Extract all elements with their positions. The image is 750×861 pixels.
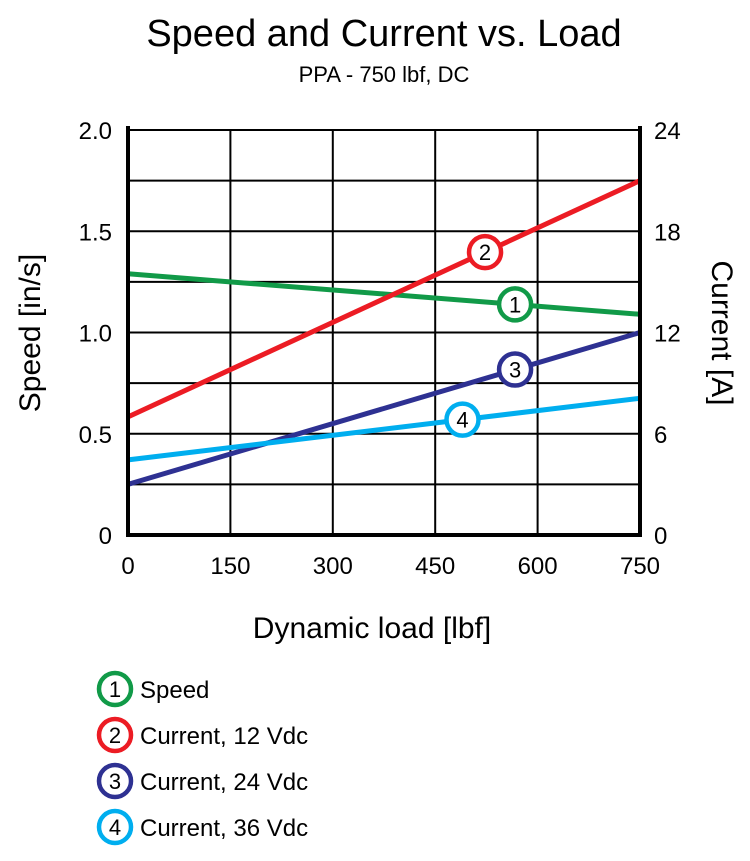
series-marker-label: 4: [456, 408, 468, 433]
x-tick-label: 0: [121, 553, 134, 580]
x-tick-label: 150: [210, 553, 250, 580]
legend-entry-label: Current, 36 Vdc: [140, 815, 308, 842]
legend-marker: [96, 762, 134, 800]
legend-marker-label: 3: [109, 769, 121, 794]
axes: [126, 126, 642, 537]
legend-marker-label: 4: [109, 815, 121, 840]
y2-axis-label: Current [A]: [705, 260, 738, 405]
series-marker-circle: [496, 286, 534, 323]
series-marker-label: 2: [479, 240, 491, 265]
legend-marker-label: 2: [109, 723, 121, 748]
chart-title: Speed and Current vs. Load: [146, 13, 621, 55]
y-tick-label: 0.5: [79, 422, 112, 449]
grid: [127, 129, 641, 536]
y2-tick-label: 18: [654, 219, 681, 246]
legend-marker: [96, 716, 134, 754]
x-tick-label: 750: [620, 553, 660, 580]
legend-marker: [96, 808, 134, 846]
series-marker-circle: [496, 351, 534, 388]
y-tick-label: 1.0: [79, 321, 112, 348]
y2-tick-label: 12: [654, 321, 681, 348]
y2-tick-label: 6: [654, 422, 667, 449]
legend-marker: [96, 670, 134, 708]
y-tick-label: 1.5: [79, 219, 112, 246]
series-marker-label: 3: [509, 358, 521, 383]
legend-entry-label: Current, 12 Vdc: [140, 723, 308, 750]
legend: 1 Speed 2 Current, 12 Vdc 3 Current, 24 Vdc 4 C…: [96, 670, 308, 846]
y-tick-label: 0: [99, 523, 112, 550]
y-axis-label: Speed [in/s]: [14, 254, 47, 412]
x-axis-label: Dynamic load [lbf]: [253, 612, 491, 645]
series-marker-label: 1: [509, 292, 521, 317]
series-marker-circle: [444, 401, 481, 438]
legend-marker-label: 1: [109, 677, 121, 702]
series-line: [127, 330, 641, 487]
y2-tick-label: 24: [654, 118, 681, 145]
x-tick-label: 300: [313, 553, 353, 580]
series-line: [127, 395, 641, 463]
chart-subtitle: PPA - 750 lbf, DC: [299, 62, 470, 87]
legend-entry-label: Speed: [140, 677, 209, 704]
y-tick-label: 2.0: [79, 118, 112, 145]
y2-tick-label: 0: [654, 523, 667, 550]
series-line: [126, 178, 642, 420]
x-tick-label: 450: [415, 553, 455, 580]
x-tick-label: 600: [518, 553, 558, 580]
series-lines: 1 2 3 4: [126, 178, 642, 487]
series-marker-circle: [466, 233, 504, 271]
series-line: [127, 271, 641, 317]
legend-entry-label: Current, 24 Vdc: [140, 769, 308, 796]
